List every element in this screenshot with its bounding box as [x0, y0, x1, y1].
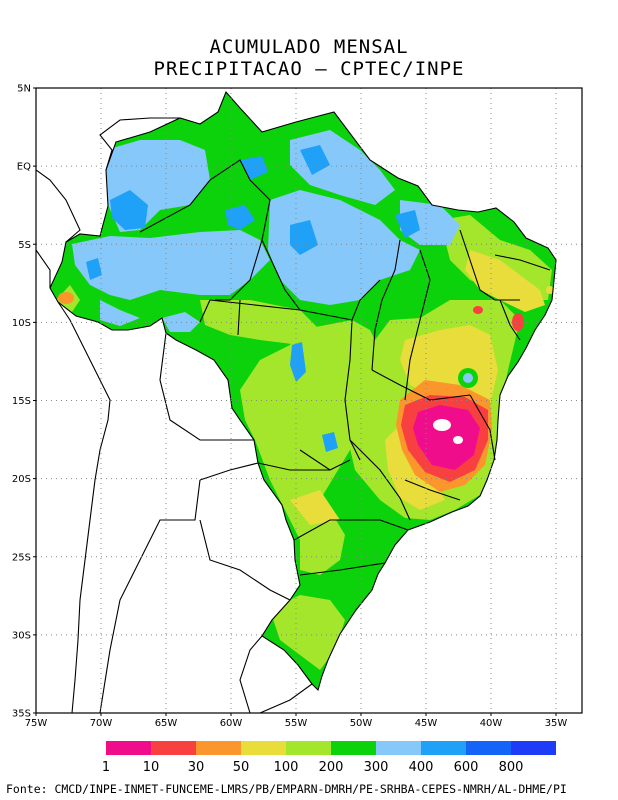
lon-tick-label: 45W: [415, 718, 438, 729]
lon-tick-label: 50W: [350, 718, 373, 729]
lon-tick-label: 40W: [480, 718, 503, 729]
lat-tick-label: 20S: [12, 474, 31, 485]
legend-label: 100: [274, 760, 299, 775]
lon-tick-label: 75W: [25, 718, 48, 729]
legend-label: 30: [188, 760, 205, 775]
lat-tick-label: 5N: [17, 84, 31, 95]
map-title-line-2: PRECIPITACAO – CPTEC/INPE: [153, 58, 465, 80]
lon-tick-label: 35W: [545, 718, 568, 729]
legend-label: 200: [319, 760, 344, 775]
legend-label: 400: [409, 760, 434, 775]
lon-tick-label: 55W: [285, 718, 308, 729]
lon-tick-label: 70W: [90, 718, 113, 729]
legend-swatch: [421, 741, 466, 755]
legend-swatch: [151, 741, 196, 755]
lat-tick-label: 10S: [12, 318, 31, 329]
map-title-line-1: ACUMULADO MENSAL: [209, 36, 409, 58]
legend-label: 50: [233, 760, 250, 775]
lat-tick-label: EQ: [17, 162, 31, 173]
lat-tick-label: 35S: [12, 709, 31, 720]
lon-tick-label: 60W: [220, 718, 243, 729]
lat-tick-label: 30S: [12, 630, 31, 641]
legend-label: 10: [143, 760, 160, 775]
legend-swatch: [376, 741, 421, 755]
border-lines: [36, 90, 557, 713]
legend-swatch: [466, 741, 511, 755]
legend-swatch: [511, 741, 556, 755]
legend-label: 800: [499, 760, 524, 775]
lat-tick-label: 5S: [18, 240, 31, 251]
legend-swatch: [196, 741, 241, 755]
legend-swatch: [106, 741, 151, 755]
legend-swatch: [241, 741, 286, 755]
legend-label: 300: [364, 760, 389, 775]
source-footer: Fonte: CMCD/INPE-INMET-FUNCEME-LMRS/PB/E…: [6, 782, 567, 796]
legend-label: 1: [102, 760, 110, 775]
legend-label: 600: [454, 760, 479, 775]
legend-swatch: [286, 741, 331, 755]
lat-lon-grid: [36, 88, 582, 713]
legend-swatch: [331, 741, 376, 755]
lat-tick-label: 15S: [12, 396, 31, 407]
legend-colorbar: 1 10 30 50 100 200 300 400 600 800: [102, 741, 556, 775]
lon-tick-label: 65W: [155, 718, 178, 729]
lat-tick-label: 25S: [12, 552, 31, 563]
